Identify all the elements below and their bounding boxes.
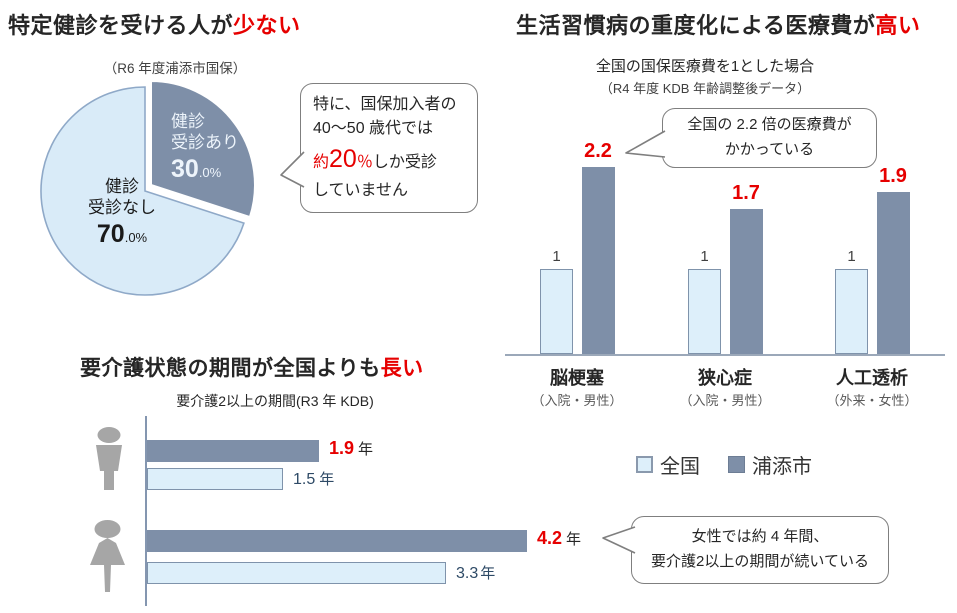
medical-cost-bar-chart: 1 2.2 1 1.7 1 1.9 — [505, 108, 945, 354]
legend-swatch-urasoe — [728, 456, 745, 473]
value-national-stroke: 1 — [552, 247, 561, 265]
pie-label-checkup-done: 健診 受診あり 30.0% — [171, 112, 239, 183]
value-urasoe-dialysis: 1.9 — [879, 165, 907, 187]
care-callout-bubble: 女性では約 4 年間、 要介護2以上の期間が続いている — [631, 516, 889, 584]
value-national-angina: 1 — [700, 247, 709, 265]
medical-chart-subtitle: 全国の国保医療費を1とした場合 — [595, 58, 815, 75]
bar-urasoe-male — [147, 440, 319, 462]
bubble-tail-left — [280, 151, 305, 188]
legend-item-urasoe: 浦添市 — [728, 450, 812, 479]
value-urasoe-angina: 1.7 — [732, 182, 760, 204]
checkup-callout-bubble: 特に、国保加入者の 40～50 歳代では 約20％しか受診 していません — [300, 83, 478, 213]
chart-legend: 全国 浦添市 — [636, 450, 812, 479]
category-sub-dialysis: （外来・女性） — [826, 393, 918, 408]
value-urasoe-female: 4.2 年 — [537, 528, 582, 548]
value-urasoe-male: 1.9 年 — [329, 438, 374, 458]
female-icon — [90, 520, 125, 592]
value-urasoe-stroke: 2.2 — [584, 140, 612, 162]
value-national-dialysis: 1 — [847, 247, 856, 265]
care-title-highlight: 長い — [380, 357, 424, 380]
legend-swatch-national — [636, 456, 653, 473]
checkup-title-highlight: 少ない — [233, 13, 301, 38]
bar-urasoe-dialysis — [877, 192, 910, 354]
care-duration-bar-chart: 1.9 年 1.5 年 4.2 年 3.3 年 — [145, 416, 627, 608]
bar-national-dialysis — [835, 269, 868, 354]
pie-value-70: 70 — [96, 219, 125, 248]
care-section-title: 要介護状態の期間が全国よりも長い — [80, 357, 424, 380]
value-national-female: 3.3 年 — [456, 565, 496, 582]
category-dialysis: 人工透析 — [836, 368, 908, 388]
bubble-20-percent: 20 — [329, 145, 357, 174]
bar-national-stroke — [540, 269, 573, 354]
bar-urasoe-female — [147, 530, 527, 552]
bar-national-female — [147, 562, 446, 584]
pie-slice-checkup-done — [150, 79, 256, 219]
pie-label-no-checkup: 健診 受診なし 70.0% — [88, 177, 156, 248]
care-chart-subtitle: 要介護2以上の期間(R3 年 KDB) — [176, 393, 374, 409]
bar-national-male — [147, 468, 283, 490]
value-national-male: 1.5 年 — [293, 471, 335, 488]
male-icon — [96, 427, 122, 490]
care-chart-y-axis — [145, 416, 147, 606]
checkup-section-title: 特定健診を受ける人が少ない — [8, 8, 301, 40]
medical-chart-source-label: （R4 年度 KDB 年齢調整後データ） — [599, 81, 811, 96]
checkup-title-text: 特定健診を受ける人が — [8, 13, 234, 38]
category-sub-angina: （入院・男性） — [679, 393, 771, 408]
pie-chart-source-label: （R6 年度浦添市国保） — [103, 61, 247, 76]
medical-section-title: 生活習慣病の重度化による医療費が高い — [516, 13, 921, 38]
bubble-tail-medical — [625, 130, 666, 158]
bubble-tail-care — [602, 526, 636, 554]
pie-value-30: 30 — [171, 154, 199, 183]
checkup-pie-chart — [40, 79, 256, 296]
category-sub-stroke: （入院・男性） — [531, 393, 623, 408]
bar-urasoe-angina — [730, 209, 763, 354]
medical-callout-bubble: 全国の 2.2 倍の医療費が かかっている — [662, 108, 877, 168]
pie-slice-no-checkup — [40, 86, 245, 296]
bar-urasoe-stroke — [582, 167, 615, 354]
category-stroke: 脳梗塞 — [550, 368, 604, 388]
medical-chart-x-axis — [505, 354, 945, 356]
bar-national-angina — [688, 269, 721, 354]
medical-title-highlight: 高い — [875, 13, 921, 38]
legend-item-national: 全国 — [636, 450, 700, 479]
category-angina: 狭心症 — [698, 368, 752, 388]
